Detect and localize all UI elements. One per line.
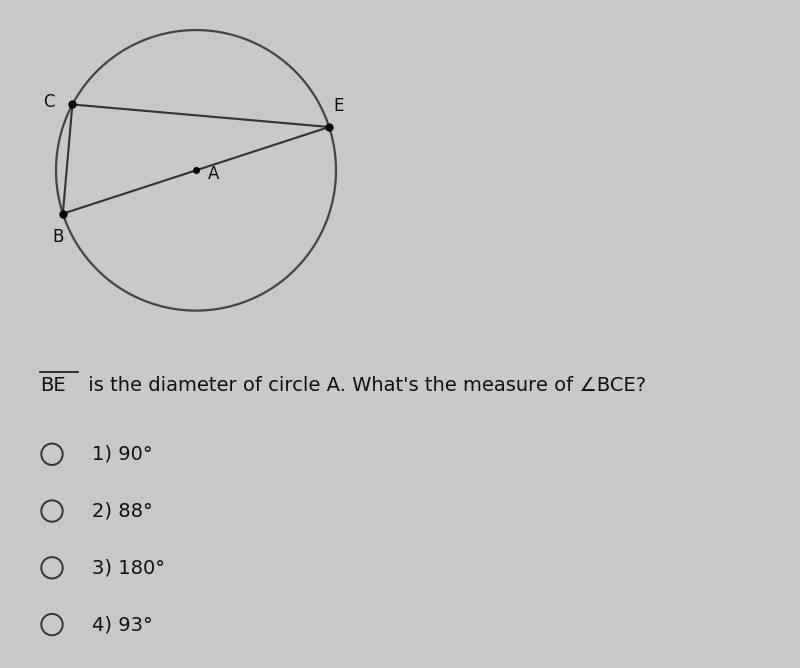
Text: 3) 180°: 3) 180° <box>92 558 165 577</box>
Text: BE: BE <box>40 376 66 395</box>
Text: is the diameter of circle A. What's the measure of ∠BCE?: is the diameter of circle A. What's the … <box>82 376 646 395</box>
Text: B: B <box>53 228 64 246</box>
Text: 2) 88°: 2) 88° <box>92 502 153 520</box>
Text: C: C <box>44 93 55 111</box>
Text: E: E <box>334 97 344 115</box>
Text: 1) 90°: 1) 90° <box>92 445 153 464</box>
Text: 4) 93°: 4) 93° <box>92 615 153 634</box>
Text: A: A <box>207 165 219 183</box>
